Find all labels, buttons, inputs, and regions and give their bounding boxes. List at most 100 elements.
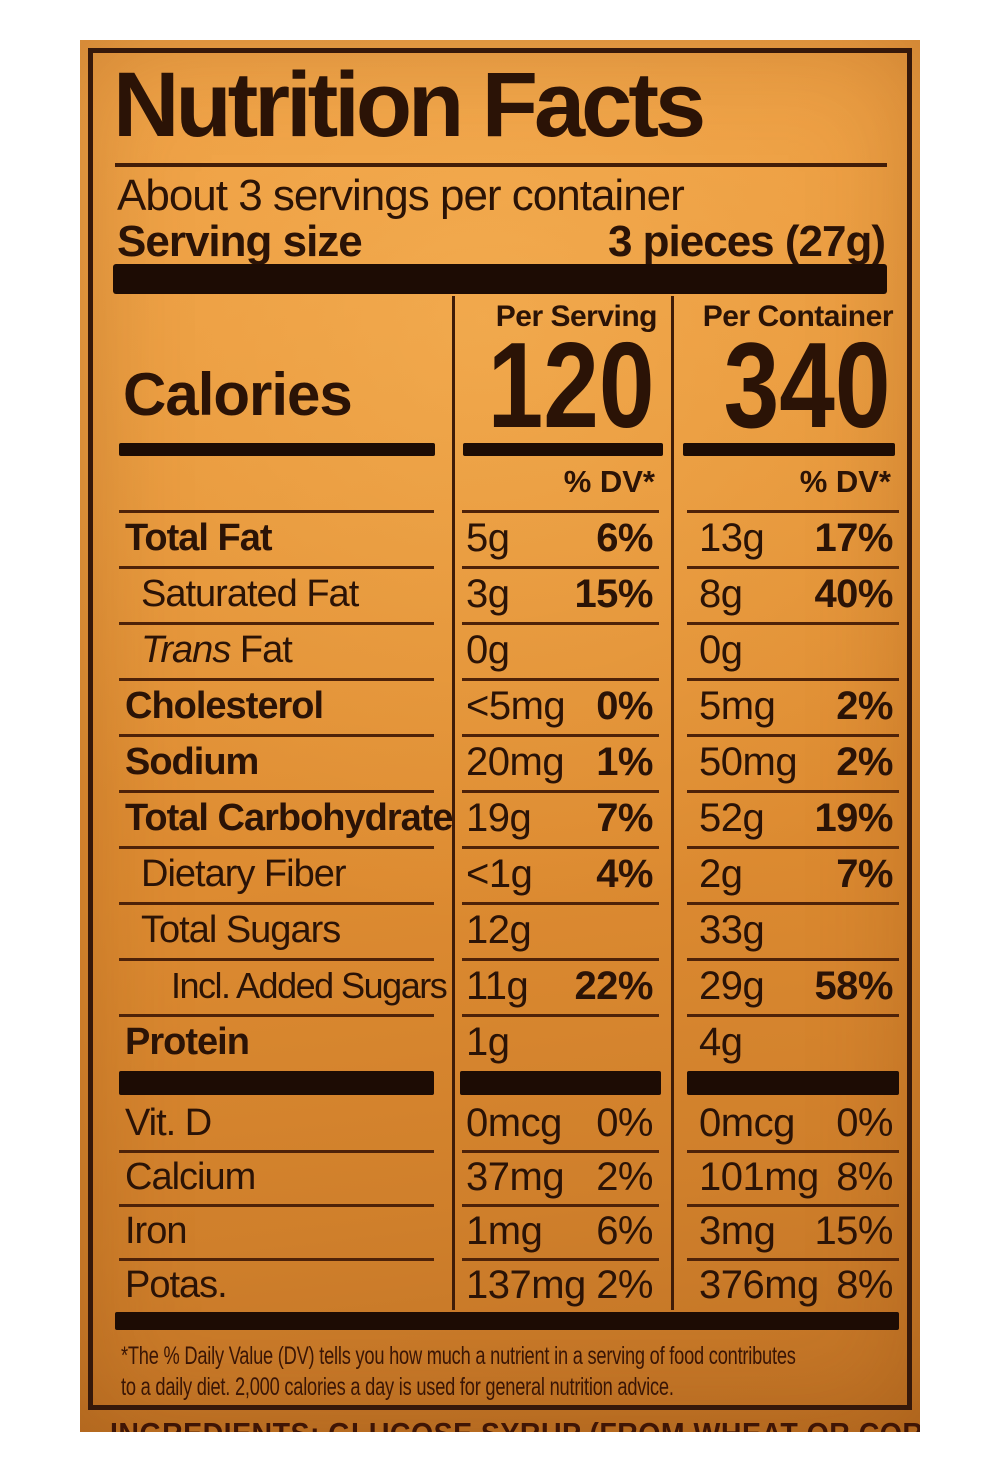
- per-container-amount: 29g: [699, 963, 765, 1008]
- nutrient-name: Vit. D: [125, 1101, 212, 1144]
- footnote-line: to a daily diet. 2,000 calories a day is…: [121, 1372, 674, 1401]
- per-serving-dv: 2%: [596, 1262, 653, 1307]
- thick-bar: [463, 443, 663, 456]
- calories-per-serving-value: 120: [488, 317, 655, 453]
- per-container-dv: 7%: [836, 851, 893, 896]
- vitamin-row-calcium: Calcium 37mg 2% 101mg 8%: [93, 1150, 907, 1204]
- per-container-amount: 2g: [699, 851, 743, 896]
- per-serving-dv: 0%: [596, 1100, 653, 1145]
- per-container-amount: 50mg: [699, 739, 798, 784]
- dv-footnote: *The % Daily Value (DV) tells you how mu…: [121, 1341, 897, 1402]
- nutrient-row-protein: Protein 1g 4g: [93, 1014, 907, 1070]
- nutrient-row-total-carbohydrate: Total Carbohydrate 19g 7% 52g 19%: [93, 790, 907, 846]
- per-serving-dv: 4%: [596, 851, 653, 896]
- per-container-dv: 19%: [814, 795, 893, 840]
- nutrient-name: Sodium: [125, 740, 259, 783]
- thick-bar: [687, 1071, 899, 1095]
- nutrient-row-sodium: Sodium 20mg 1% 50mg 2%: [93, 734, 907, 790]
- per-container-dv: 8%: [836, 1262, 893, 1307]
- per-serving-amount: 0mcg: [466, 1100, 562, 1145]
- per-serving-dv: 6%: [596, 1208, 653, 1253]
- nutrient-name: Cholesterol: [125, 684, 324, 727]
- per-serving-amount: 11g: [466, 963, 529, 1008]
- thick-bar: [460, 1071, 661, 1095]
- thick-bar: [119, 1071, 434, 1095]
- nutrient-row-saturated-fat: Saturated Fat 3g 15% 8g 40%: [93, 566, 907, 622]
- per-serving-amount: 37mg: [466, 1154, 565, 1199]
- nutrient-row-trans-fat: Trans Fat 0g 0g: [93, 622, 907, 678]
- column-divider: [671, 296, 674, 1310]
- per-serving-dv: 22%: [574, 963, 653, 1008]
- vitamin-row-vit-d: Vit. D 0mcg 0% 0mcg 0%: [93, 1096, 907, 1150]
- per-container-amount: 101mg: [699, 1154, 819, 1199]
- nutrient-row-dietary-fiber: Dietary Fiber <1g 4% 2g 7%: [93, 846, 907, 902]
- candy-package: Nutrition Facts About 3 servings per con…: [80, 40, 920, 1432]
- per-container-column: Per Container 340 % DV*: [674, 298, 907, 510]
- per-container-dv: 58%: [814, 963, 893, 1008]
- per-serving-amount: <5mg: [466, 683, 566, 728]
- per-serving-amount: 3g: [466, 571, 510, 616]
- per-container-dv: 2%: [836, 739, 893, 784]
- calories-section: Calories Per Serving 120 % DV* Per Conta…: [93, 298, 907, 510]
- nutrient-table: Total Fat 5g 6% 13g 17% Saturated Fat 3g 15…: [93, 510, 907, 1330]
- per-container-amount: 5mg: [699, 683, 776, 728]
- nutrient-name: Iron: [125, 1209, 187, 1252]
- per-container-dv: 2%: [836, 683, 893, 728]
- nutrient-name: Trans Fat: [141, 628, 293, 671]
- footnote-line: *The % Daily Value (DV) tells you how mu…: [121, 1342, 796, 1370]
- per-container-dv: 40%: [814, 571, 893, 616]
- nutrition-facts-panel: Nutrition Facts About 3 servings per con…: [88, 48, 912, 1410]
- per-serving-dv: 15%: [574, 571, 653, 616]
- per-serving-amount: 137mg: [466, 1262, 586, 1307]
- per-serving-amount: 0g: [466, 627, 510, 672]
- per-serving-dv: 6%: [596, 515, 653, 560]
- per-container-amount: 376mg: [699, 1262, 819, 1307]
- serving-size-value: 3 pieces (27g): [607, 217, 886, 266]
- per-serving-dv: 1%: [596, 739, 653, 784]
- nutrient-name: Total Sugars: [141, 908, 341, 951]
- per-serving-amount: 19g: [466, 795, 532, 840]
- per-serving-amount: <1g: [466, 851, 533, 896]
- dv-header: % DV*: [563, 464, 655, 499]
- thick-bar: [115, 1312, 899, 1330]
- nutrient-row-total-fat: Total Fat 5g 6% 13g 17%: [93, 510, 907, 566]
- nutrient-name: Calcium: [125, 1155, 256, 1198]
- per-container-dv: 15%: [814, 1208, 893, 1253]
- vitamin-row-potassium: Potas. 137mg 2% 376mg 8%: [93, 1258, 907, 1312]
- nutrient-name: Potas.: [125, 1263, 228, 1306]
- per-serving-dv: 0%: [596, 683, 653, 728]
- panel-title: Nutrition Facts: [113, 54, 706, 156]
- per-serving-amount: 12g: [466, 907, 532, 952]
- nutrient-name: Dietary Fiber: [141, 852, 346, 895]
- per-container-amount: 13g: [699, 515, 765, 560]
- per-container-dv: 17%: [814, 515, 893, 560]
- column-divider: [452, 296, 455, 1310]
- thick-bar: [113, 264, 887, 294]
- nutrient-name: Saturated Fat: [141, 572, 359, 615]
- nutrient-row-total-sugars: Total Sugars 12g 33g: [93, 902, 907, 958]
- nutrient-name: Incl. Added Sugars: [171, 965, 448, 1006]
- servings-per-container: About 3 servings per container: [117, 171, 685, 220]
- serving-size-label: Serving size: [117, 217, 363, 266]
- per-container-amount: 0mcg: [699, 1100, 795, 1145]
- ingredients-clipped-text: INGREDIENTS: GLUCOSE SYRUP (FROM WHEAT O…: [110, 1416, 920, 1432]
- per-serving-column: Per Serving 120 % DV*: [455, 298, 671, 510]
- section-separator-bars: [93, 1070, 907, 1096]
- per-container-dv: 8%: [836, 1154, 893, 1199]
- thick-bar: [119, 443, 435, 456]
- dv-header: % DV*: [799, 464, 891, 499]
- per-container-amount: 8g: [699, 571, 743, 616]
- nutrient-name: Protein: [125, 1020, 250, 1063]
- per-serving-dv: 2%: [596, 1154, 653, 1199]
- per-serving-amount: 1g: [466, 1019, 510, 1064]
- calories-heading: Calories: [123, 361, 353, 428]
- per-serving-amount: 1mg: [466, 1208, 543, 1253]
- per-container-amount: 3mg: [699, 1208, 776, 1253]
- nutrient-name: Total Carbohydrate: [125, 796, 454, 839]
- nutrient-name: Total Fat: [125, 516, 273, 559]
- per-container-amount: 33g: [699, 907, 765, 952]
- divider: [115, 163, 887, 167]
- calories-per-container-value: 340: [724, 317, 891, 453]
- per-container-amount: 52g: [699, 795, 765, 840]
